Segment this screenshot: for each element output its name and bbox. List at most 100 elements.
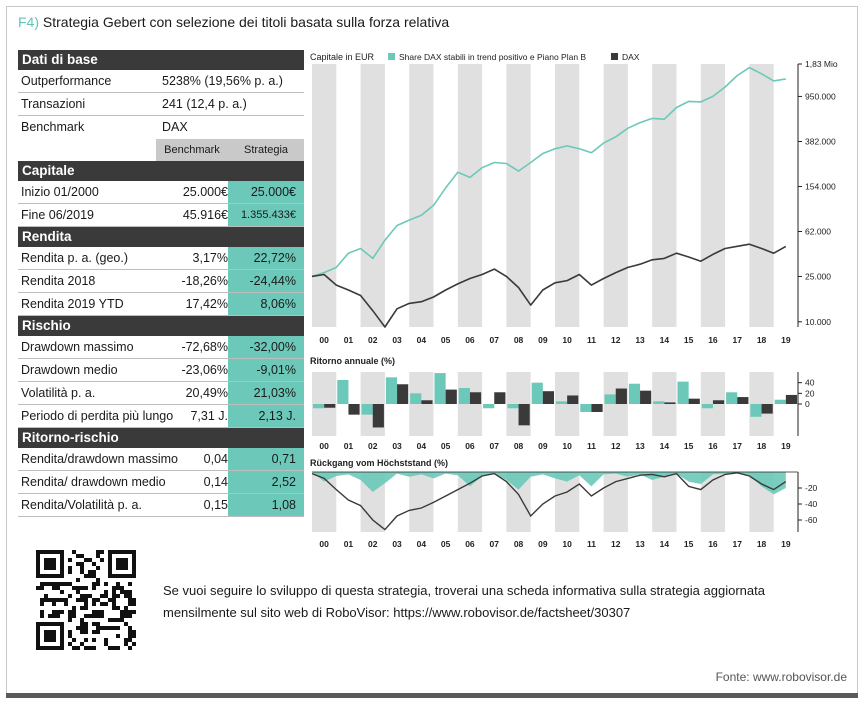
qr-module — [100, 610, 104, 614]
x-tick-label: 19 — [781, 441, 791, 451]
x-tick-label: 02 — [368, 539, 378, 549]
dax-return-bar — [421, 400, 433, 404]
qr-module — [100, 550, 104, 554]
qr-module — [76, 646, 80, 650]
benchmark-value: 3,17% — [192, 251, 228, 265]
strategy-return-bar — [677, 381, 689, 404]
qr-module — [88, 594, 92, 598]
stats-table: Dati di base Outperformance 5238% (19,56%… — [18, 50, 304, 517]
legend-label: DAX — [622, 52, 640, 62]
year-stripe — [555, 64, 580, 327]
year-stripe — [700, 64, 726, 327]
qr-module — [64, 598, 68, 602]
qr-module — [88, 574, 92, 578]
section-header-base: Dati di base — [18, 50, 304, 70]
x-tick-label: 19 — [781, 335, 791, 345]
y-tick-label: 154.000 — [805, 181, 836, 191]
x-tick-label: 16 — [708, 335, 718, 345]
qr-module — [116, 626, 120, 630]
benchmark-value: 7,31 J. — [190, 409, 228, 423]
qr-module — [88, 558, 92, 562]
column-header-row: Benchmark Strategia — [18, 139, 304, 161]
strategy-return-bar — [628, 383, 641, 404]
dax-return-bar — [324, 404, 336, 408]
qr-module — [128, 598, 132, 602]
qr-module — [116, 586, 120, 590]
qr-module — [92, 630, 96, 634]
strategy-value: 22,72% — [228, 247, 304, 269]
table-row: Rendita/Volatilità p. a. 0,15 1,08 — [18, 494, 304, 517]
qr-module — [100, 558, 104, 562]
table-row: Volatilità p. a. 20,49% 21,03% — [18, 382, 304, 405]
qr-module — [56, 610, 60, 614]
qr-module — [96, 598, 100, 602]
table-row: Rendita 2019 YTD 17,42% 8,06% — [18, 293, 304, 316]
dax-return-bar — [615, 388, 627, 404]
qr-module — [72, 550, 76, 554]
qr-module — [124, 590, 128, 594]
qr-module — [128, 630, 132, 634]
year-stripe — [409, 64, 434, 327]
x-tick-label: 00 — [319, 539, 329, 549]
row-label: Rendita p. a. (geo.) — [21, 251, 129, 265]
qr-module — [92, 598, 96, 602]
qr-module — [128, 610, 132, 614]
strategy-drawdown-area — [312, 472, 786, 495]
qr-module — [128, 638, 132, 642]
qr-module — [72, 638, 76, 642]
qr-module — [40, 582, 44, 586]
strategy-value: 25.000€ — [228, 181, 304, 203]
y-tick-label: 40 — [805, 378, 815, 388]
qr-module — [76, 578, 80, 582]
x-tick-label: 08 — [514, 335, 524, 345]
qr-module — [68, 570, 72, 574]
qr-module — [96, 566, 100, 570]
row-label: Fine 06/2019 — [21, 208, 94, 222]
x-tick-label: 13 — [635, 539, 645, 549]
qr-module — [52, 582, 56, 586]
qr-module — [112, 594, 116, 598]
x-tick-label: 06 — [465, 335, 475, 345]
x-tick-label: 14 — [660, 539, 670, 549]
y-tick-label: 950.000 — [805, 91, 836, 101]
qr-module — [92, 638, 96, 642]
qr-module — [132, 598, 136, 602]
x-tick-label: 11 — [587, 441, 596, 451]
qr-module — [92, 622, 96, 626]
qr-module — [52, 598, 56, 602]
qr-module — [80, 626, 84, 630]
dax-drawdown-line — [311, 472, 787, 531]
qr-module — [104, 594, 108, 598]
qr-module — [80, 586, 84, 590]
qr-module — [132, 630, 136, 634]
x-tick-label: 08 — [514, 441, 524, 451]
dax-return-bar — [494, 392, 506, 404]
qr-module — [120, 610, 124, 614]
strategy-return-bar — [337, 380, 349, 404]
row-label: Periodo di perdita più lungo — [21, 409, 174, 423]
qr-module — [96, 582, 100, 586]
row-label: Rendita 2018 — [21, 274, 96, 288]
info-note-line1: Se vuoi seguire lo sviluppo di questa st… — [163, 583, 765, 598]
table-row: Drawdown medio -23,06% -9,01% — [18, 359, 304, 382]
benchmark-value: 25.000€ — [182, 185, 228, 199]
qr-module — [68, 630, 72, 634]
x-tick-label: 18 — [757, 441, 767, 451]
strategy-value: 1,08 — [228, 494, 304, 516]
x-tick-label: 05 — [441, 441, 451, 451]
legend-label: Share DAX stabili in trend positivo e Pi… — [399, 52, 586, 62]
year-stripe — [749, 64, 774, 327]
y-tick-label: -60 — [805, 515, 818, 525]
qr-module — [68, 618, 72, 622]
qr-module — [76, 598, 80, 602]
qr-module — [68, 642, 72, 646]
qr-module — [96, 578, 100, 582]
strategy-capital-line — [311, 66, 786, 278]
benchmark-value: 45.916€ — [182, 208, 228, 222]
table-row: Rendita 2018 -18,26% -24,44% — [18, 270, 304, 293]
qr-finder-core — [44, 630, 56, 642]
qr-module — [124, 610, 128, 614]
strategy-value: 1.355.433€ — [228, 204, 304, 226]
table-row: Inizio 01/2000 25.000€ 25.000€ — [18, 181, 304, 204]
row-value: 241 (12,4 p. a.) — [162, 97, 247, 111]
